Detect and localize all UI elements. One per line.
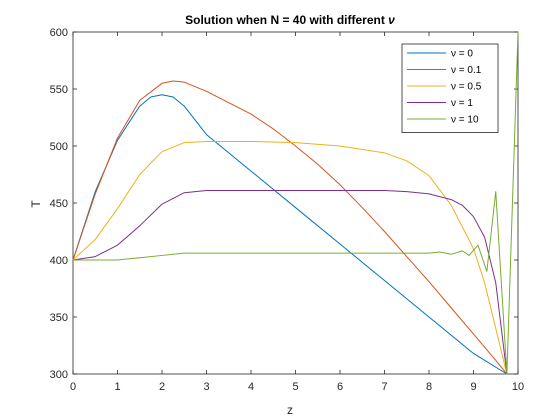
chart-title-text: Solution when N = 40 with different <box>185 13 388 27</box>
legend-label-0: ν = 0 <box>451 49 473 60</box>
series-line-3 <box>72 189 508 375</box>
x-tick-label: 4 <box>248 381 254 393</box>
x-tick-label: 0 <box>70 381 76 393</box>
y-tick-label: 400 <box>50 255 68 267</box>
legend: ν = 0 ν = 0.1 ν = 0.5 ν = 1 ν = 10 <box>401 43 499 133</box>
legend-label-4: ν = 10 <box>451 115 479 126</box>
x-axis-label: z <box>287 403 293 417</box>
x-tick-label: 5 <box>292 381 298 393</box>
x-tick-label: 1 <box>114 381 120 393</box>
y-axis-label: T <box>29 200 43 208</box>
series-line-2 <box>72 140 508 375</box>
legend-label-1: ν = 0.1 <box>451 65 482 76</box>
x-tick-label: 7 <box>381 381 387 393</box>
x-tick-label: 6 <box>337 381 343 393</box>
legend-label-3: ν = 1 <box>451 98 473 109</box>
legend-box <box>401 43 499 133</box>
chart-title-symbol: ν <box>388 13 395 27</box>
x-tick-label: 9 <box>470 381 476 393</box>
series-line-1 <box>72 80 508 375</box>
series-line-4 <box>73 31 519 375</box>
y-tick-label: 550 <box>50 84 68 96</box>
y-tick-label: 450 <box>50 198 68 210</box>
chart-title: Solution when N = 40 with different ν <box>185 13 395 27</box>
y-tick-label: 300 <box>50 369 68 381</box>
y-tick-label: 600 <box>50 27 68 39</box>
legend-label-2: ν = 0.5 <box>451 82 482 93</box>
x-tick-label: 8 <box>426 381 432 393</box>
series-line-0 <box>72 94 508 375</box>
x-tick-label: 2 <box>159 381 165 393</box>
x-tick-label: 3 <box>203 381 209 393</box>
y-tick-label: 500 <box>50 141 68 153</box>
y-tick-label: 350 <box>50 312 68 324</box>
x-tick-label: 10 <box>512 381 524 393</box>
